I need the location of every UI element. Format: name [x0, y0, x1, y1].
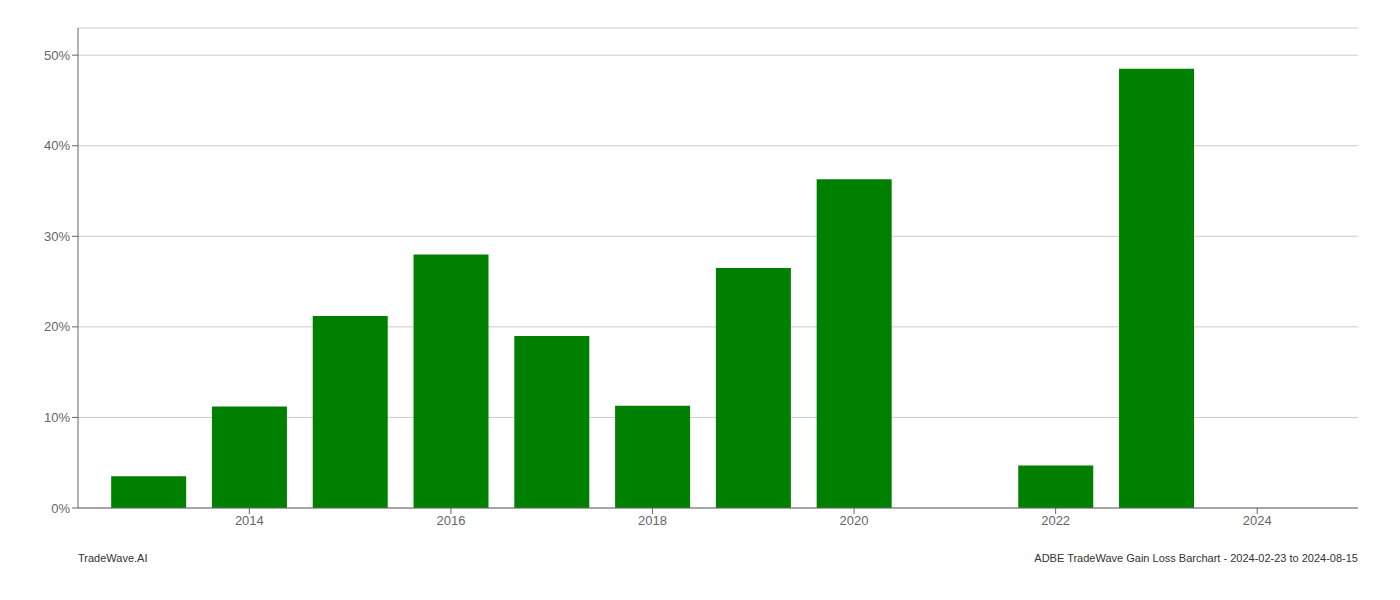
html-text:ADBE TradeWave Gain Loss Barch: ADBE TradeWave Gain Loss Barchart - 2024…: [1034, 552, 1358, 564]
svg-text:20%: 20%: [44, 319, 70, 334]
svg-text:30%: 30%: [44, 229, 70, 244]
svg-text:2022: 2022: [1041, 513, 1070, 528]
svg-text:0%: 0%: [51, 501, 70, 516]
html-text:TradeWave.AI: TradeWave.AI: [78, 552, 148, 564]
svg-text:10%: 10%: [44, 410, 70, 425]
svg-text:2014: 2014: [235, 513, 264, 528]
svg-text:2016: 2016: [436, 513, 465, 528]
svg-text:50%: 50%: [44, 48, 70, 63]
svg-text:2020: 2020: [840, 513, 869, 528]
svg-text:40%: 40%: [44, 138, 70, 153]
svg-text:2018: 2018: [638, 513, 667, 528]
svg-text:2024: 2024: [1243, 513, 1272, 528]
